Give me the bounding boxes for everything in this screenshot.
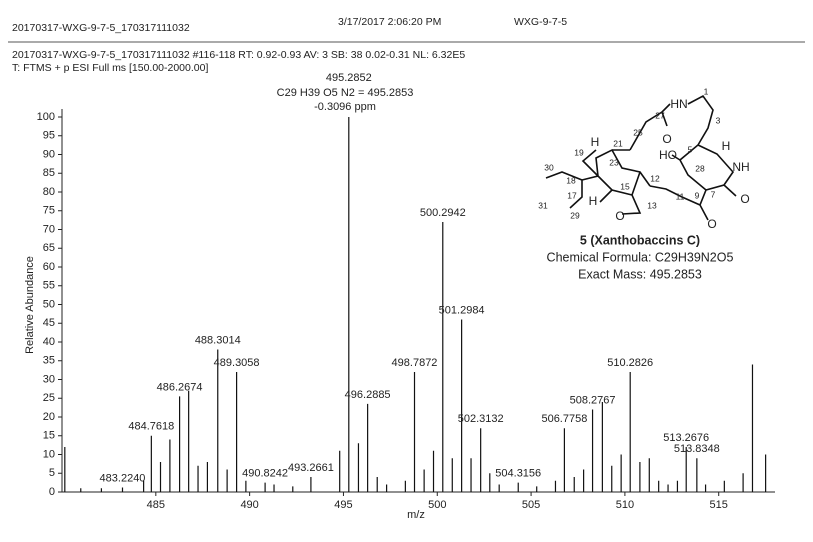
y-tick-label: 60 <box>43 261 55 273</box>
atom-label: 21 <box>613 138 623 148</box>
y-axis-label: Relative Abundance <box>24 256 36 354</box>
compound-formula: Chemical Formula: C29H39N2O5 <box>547 250 734 264</box>
atom-label: 30 <box>544 162 554 172</box>
annotation: -0.3096 ppm <box>314 101 376 113</box>
y-tick-label: 40 <box>43 336 55 348</box>
atom-label: 25 <box>633 127 643 137</box>
y-tick-label: 30 <box>43 373 55 385</box>
peak-label: 489.3058 <box>214 357 260 369</box>
atom-label: O <box>707 217 716 231</box>
atom-label: 18 <box>566 175 576 185</box>
atom-label: 1 <box>704 86 709 96</box>
peak-label: 513.2676 <box>663 432 709 444</box>
y-tick-label: 50 <box>43 298 55 310</box>
y-tick-label: 20 <box>43 411 55 423</box>
atom-label: 7 <box>711 189 716 199</box>
x-tick-label: 490 <box>240 499 258 511</box>
atom-label: NH <box>732 160 749 174</box>
atom-label: H <box>722 139 731 153</box>
atom-label: 23 <box>609 157 619 167</box>
y-tick-label: 85 <box>43 167 55 179</box>
peak-label: 506.7758 <box>541 413 587 425</box>
atom-label: 19 <box>574 147 584 157</box>
peak-label: 508.2767 <box>570 394 616 406</box>
atom-label: 27 <box>655 110 665 120</box>
atom-label: O <box>615 209 624 223</box>
atom-label: O <box>740 192 749 206</box>
scan-info: 20170317-WXG-9-7-5_170317111032 #116-118… <box>12 49 465 61</box>
peak-label: 484.7618 <box>128 421 174 433</box>
peak-label: 488.3014 <box>195 334 241 346</box>
peak-label: 501.2984 <box>439 304 485 316</box>
y-tick-label: 10 <box>43 448 55 460</box>
atom-label: 31 <box>538 200 548 210</box>
peak-label: 510.2826 <box>607 357 653 369</box>
peak-label: 493.2661 <box>288 462 334 474</box>
structure-bonds <box>545 94 737 221</box>
atom-label: 9 <box>695 190 700 200</box>
filter-info: T: FTMS + p ESI Full ms [150.00-2000.00] <box>12 62 208 74</box>
y-tick-label: 15 <box>43 430 55 442</box>
peak-label: 495.2852 <box>326 72 372 84</box>
y-tick-label: 65 <box>43 242 55 254</box>
y-tick-label: 45 <box>43 317 55 329</box>
peak-label: 490.8242 <box>242 468 288 480</box>
atom-label: 11 <box>676 191 685 201</box>
y-tick-label: 55 <box>43 280 55 292</box>
y-tick-label: 95 <box>43 130 55 142</box>
date-time: 3/17/2017 2:06:20 PM <box>338 16 441 28</box>
y-tick-label: 25 <box>43 392 55 404</box>
peak-label: 504.3156 <box>495 468 541 480</box>
atom-label: H <box>591 135 600 149</box>
peak-label: 486.2674 <box>157 381 203 393</box>
x-tick-label: 500 <box>428 499 446 511</box>
compound-mass: Exact Mass: 495.2853 <box>578 267 702 281</box>
x-tick-label: 515 <box>710 499 728 511</box>
atom-label: 12 <box>650 173 660 183</box>
y-tick-label: 5 <box>49 467 55 479</box>
peak-label: 498.7872 <box>392 357 438 369</box>
y-tick-label: 0 <box>49 486 55 498</box>
x-tick-label: 485 <box>147 499 165 511</box>
peak-label: 500.2942 <box>420 207 466 219</box>
atom-label: 29 <box>570 210 580 220</box>
atom-label: O <box>662 132 671 146</box>
x-tick-label: 505 <box>522 499 540 511</box>
atom-label: 28 <box>695 163 705 173</box>
x-axis-label: m/z <box>407 509 425 521</box>
x-tick-label: 495 <box>334 499 352 511</box>
y-tick-label: 35 <box>43 355 55 367</box>
atom-label: 5 <box>688 144 693 154</box>
y-tick-label: 75 <box>43 205 55 217</box>
atom-label: HN <box>670 97 687 111</box>
compound-name: 5 (Xanthobaccins C) <box>580 233 700 247</box>
annotation: C29 H39 O5 N2 = 495.2853 <box>277 87 414 99</box>
peak-label: 513.8348 <box>674 443 720 455</box>
x-tick-label: 510 <box>616 499 634 511</box>
atom-label: 15 <box>620 181 630 191</box>
atom-label: 17 <box>567 190 577 200</box>
y-tick-label: 90 <box>43 148 55 160</box>
atom-label: H <box>589 194 598 208</box>
peak-label: 483.2240 <box>100 472 146 484</box>
atom-label: HO <box>659 148 677 162</box>
atom-label: 13 <box>647 200 657 210</box>
file-name: 20170317-WXG-9-7-5_170317111032 <box>12 22 190 34</box>
y-tick-label: 100 <box>37 111 55 123</box>
atom-label: 3 <box>716 115 721 125</box>
y-tick-label: 80 <box>43 186 55 198</box>
peak-label: 502.3132 <box>458 413 504 425</box>
sample-name: WXG-9-7-5 <box>514 16 567 28</box>
peak-label: 496.2885 <box>345 389 391 401</box>
y-tick-label: 70 <box>43 223 55 235</box>
